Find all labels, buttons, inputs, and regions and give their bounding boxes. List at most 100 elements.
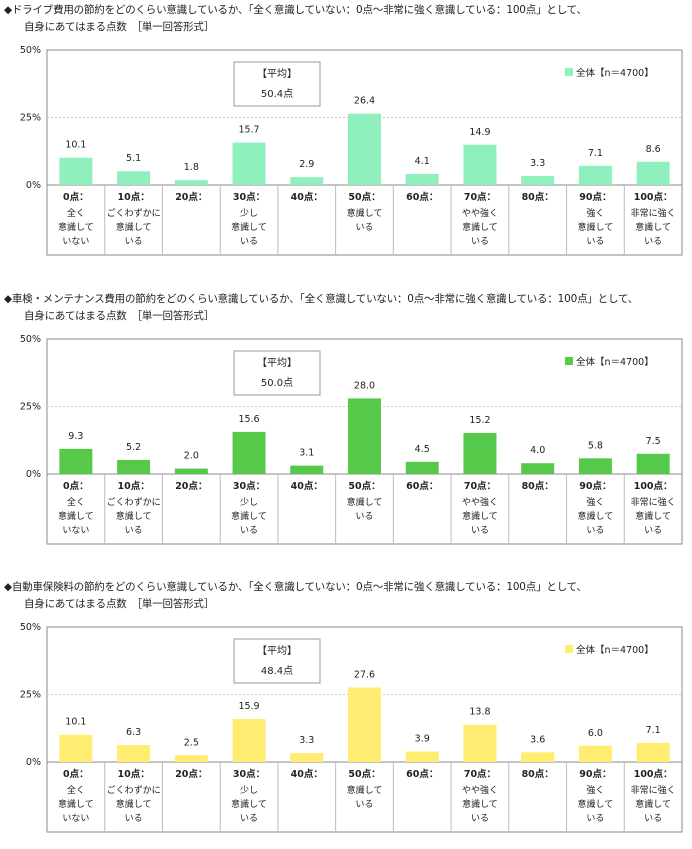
chart-2-category-note-90点: 強く bbox=[586, 496, 604, 508]
chart-3-bar-50点 bbox=[348, 687, 381, 762]
chart-1-category-note-10点: いる bbox=[125, 236, 143, 247]
chart-3-category-note-10点: ごくわずかに bbox=[107, 784, 161, 796]
chart-1-category-label-80点: 80点： bbox=[522, 191, 554, 203]
chart-3-value-label-20点: 2.5 bbox=[184, 737, 199, 748]
chart-2-average-value: 50.0点 bbox=[261, 377, 293, 389]
chart-1-bar-20点 bbox=[174, 180, 208, 185]
chart-3-category-label-30点: 30点： bbox=[233, 768, 265, 780]
chart-1-bar-60点 bbox=[405, 173, 439, 185]
chart-1-category-note-90点: 意識して bbox=[578, 221, 614, 233]
chart-2-category-note-100点: 意識して bbox=[635, 510, 671, 522]
chart-1-bar-100点 bbox=[636, 161, 670, 185]
chart-2-category-note-10点: いる bbox=[125, 525, 143, 536]
chart-3-bar-30点 bbox=[232, 719, 266, 762]
chart-3-category-note-100点: 非常に強く bbox=[631, 784, 676, 796]
chart-1-category-note-100点: いる bbox=[644, 236, 662, 247]
chart-1-category-label-40点: 40点： bbox=[291, 191, 323, 203]
chart-3-average-title: 【平均】 bbox=[257, 645, 297, 657]
chart-1-average-title: 【平均】 bbox=[257, 68, 297, 80]
chart-2-subtitle: 自身にあてはまる点数 ［単一回答形式］ bbox=[24, 310, 215, 322]
chart-3-category-label-80点: 80点： bbox=[522, 768, 554, 780]
chart-3-category-note-0点: 全く bbox=[67, 784, 85, 796]
chart-1-question-text: ◆ドライブ費用の節約をどのくらい意識しているか、「全く意識していない：0点～非常… bbox=[4, 4, 587, 16]
chart-2-bar-30点 bbox=[232, 431, 266, 474]
chart-2-y-tick-label: 25% bbox=[20, 402, 41, 413]
chart-2-y-tick-label: 50% bbox=[20, 334, 41, 345]
chart-2-value-label-60点: 4.5 bbox=[415, 444, 430, 455]
chart-3-category-note-0点: いない bbox=[62, 813, 89, 824]
chart-1-category-label-10点: 10点： bbox=[117, 191, 149, 203]
chart-3-category-note-10点: 意識して bbox=[116, 798, 152, 810]
chart-2-category-note-70点: 意識して bbox=[462, 510, 498, 522]
chart-1-category-label-50点: 50点： bbox=[348, 191, 380, 203]
chart-3-category-note-70点: いる bbox=[471, 813, 489, 824]
chart-2-bar-0点 bbox=[59, 448, 93, 474]
chart-1-category-note-0点: 意識して bbox=[58, 221, 94, 233]
chart-2-category-label-20点: 20点： bbox=[175, 480, 207, 492]
chart-2-value-label-70点: 15.2 bbox=[469, 415, 490, 426]
chart-1-y-tick-label: 25% bbox=[20, 113, 41, 124]
chart-1-value-label-70点: 14.9 bbox=[469, 127, 490, 138]
chart-2-value-label-0点: 9.3 bbox=[68, 431, 83, 442]
chart-2-category-label-50点: 50点： bbox=[348, 480, 380, 492]
chart-3-category-note-100点: 意識して bbox=[635, 798, 671, 810]
chart-1-category-label-0点: 0点： bbox=[63, 191, 89, 203]
chart-3-category-label-90点: 90点： bbox=[579, 768, 611, 780]
chart-2-category-note-0点: 全く bbox=[67, 496, 85, 508]
chart-1-category-label-30点: 30点： bbox=[233, 191, 265, 203]
chart-2-category-note-10点: ごくわずかに bbox=[107, 496, 161, 508]
chart-3-value-label-80点: 3.6 bbox=[530, 734, 545, 745]
chart-3-category-note-90点: いる bbox=[586, 813, 604, 824]
chart-2-category-note-90点: 意識して bbox=[578, 510, 614, 522]
chart-3-y-tick-label: 25% bbox=[20, 690, 41, 701]
chart-3-bar-80点 bbox=[521, 752, 555, 762]
chart-3-category-note-10点: いる bbox=[125, 813, 143, 824]
chart-1-average-box bbox=[233, 61, 321, 107]
chart-1-y-tick-label: 0% bbox=[26, 180, 41, 191]
chart-2-category-note-70点: いる bbox=[471, 525, 489, 536]
chart-1-bar-30点 bbox=[232, 142, 266, 185]
chart-1-category-note-0点: 全く bbox=[67, 207, 85, 219]
chart-2-category-note-30点: いる bbox=[240, 525, 258, 536]
chart-2-category-note-30点: 意識して bbox=[231, 510, 267, 522]
chart-3-category-note-30点: いる bbox=[240, 813, 258, 824]
chart-3-value-label-70点: 13.8 bbox=[469, 707, 490, 718]
chart-1-value-label-0点: 10.1 bbox=[65, 140, 86, 151]
chart-1-category-note-90点: 強く bbox=[586, 207, 604, 219]
chart-1-plot-frame bbox=[46, 49, 683, 256]
chart-1-category-note-50点: 意識して bbox=[347, 207, 383, 219]
chart-3-y-tick-label: 0% bbox=[26, 757, 41, 768]
chart-3-category-label-70点: 70点： bbox=[464, 768, 496, 780]
chart-1-category-note-30点: いる bbox=[240, 236, 258, 247]
chart-3-category-label-100点: 100点： bbox=[634, 768, 673, 780]
chart-1-value-label-60点: 4.1 bbox=[415, 156, 430, 167]
chart-3-category-note-30点: 少し bbox=[240, 785, 258, 796]
chart-2-category-label-70点: 70点： bbox=[464, 480, 496, 492]
chart-1-category-note-30点: 意識して bbox=[231, 221, 267, 233]
chart-3-value-label-0点: 10.1 bbox=[65, 717, 86, 728]
chart-1-bar-70点 bbox=[463, 144, 497, 185]
chart-3-average-value: 48.4点 bbox=[261, 665, 293, 677]
chart-2-bar-90点 bbox=[578, 458, 612, 474]
chart-1-value-label-100点: 8.6 bbox=[646, 144, 661, 155]
chart-2-category-note-10点: 意識して bbox=[116, 510, 152, 522]
chart-1-category-note-10点: ごくわずかに bbox=[107, 207, 161, 219]
chart-1-value-label-20点: 1.8 bbox=[184, 162, 199, 173]
chart-3-bar-0点 bbox=[59, 734, 93, 762]
chart-1-category-note-70点: 意識して bbox=[462, 221, 498, 233]
chart-3-bar-20点 bbox=[174, 755, 208, 762]
chart-1-category-note-100点: 意識して bbox=[635, 221, 671, 233]
chart-3-bar-90点 bbox=[578, 745, 612, 762]
chart-3-plot-frame bbox=[46, 626, 683, 833]
chart-2-value-label-40点: 3.1 bbox=[299, 448, 314, 459]
chart-3-category-note-70点: やや強く bbox=[462, 784, 498, 796]
chart-2-category-note-50点: いる bbox=[355, 511, 373, 522]
chart-1-bar-50点 bbox=[348, 113, 381, 185]
chart-3-question-text: ◆自動車保険料の節約をどのくらい意識しているか、「全く意識していない：0点～非常… bbox=[4, 581, 587, 593]
chart-3-value-label-30点: 15.9 bbox=[238, 701, 259, 712]
chart-3-category-note-90点: 強く bbox=[586, 784, 604, 796]
chart-1-value-label-80点: 3.3 bbox=[530, 158, 545, 169]
chart-3-category-note-50点: いる bbox=[355, 799, 373, 810]
chart-2-bar-20点 bbox=[174, 468, 208, 474]
